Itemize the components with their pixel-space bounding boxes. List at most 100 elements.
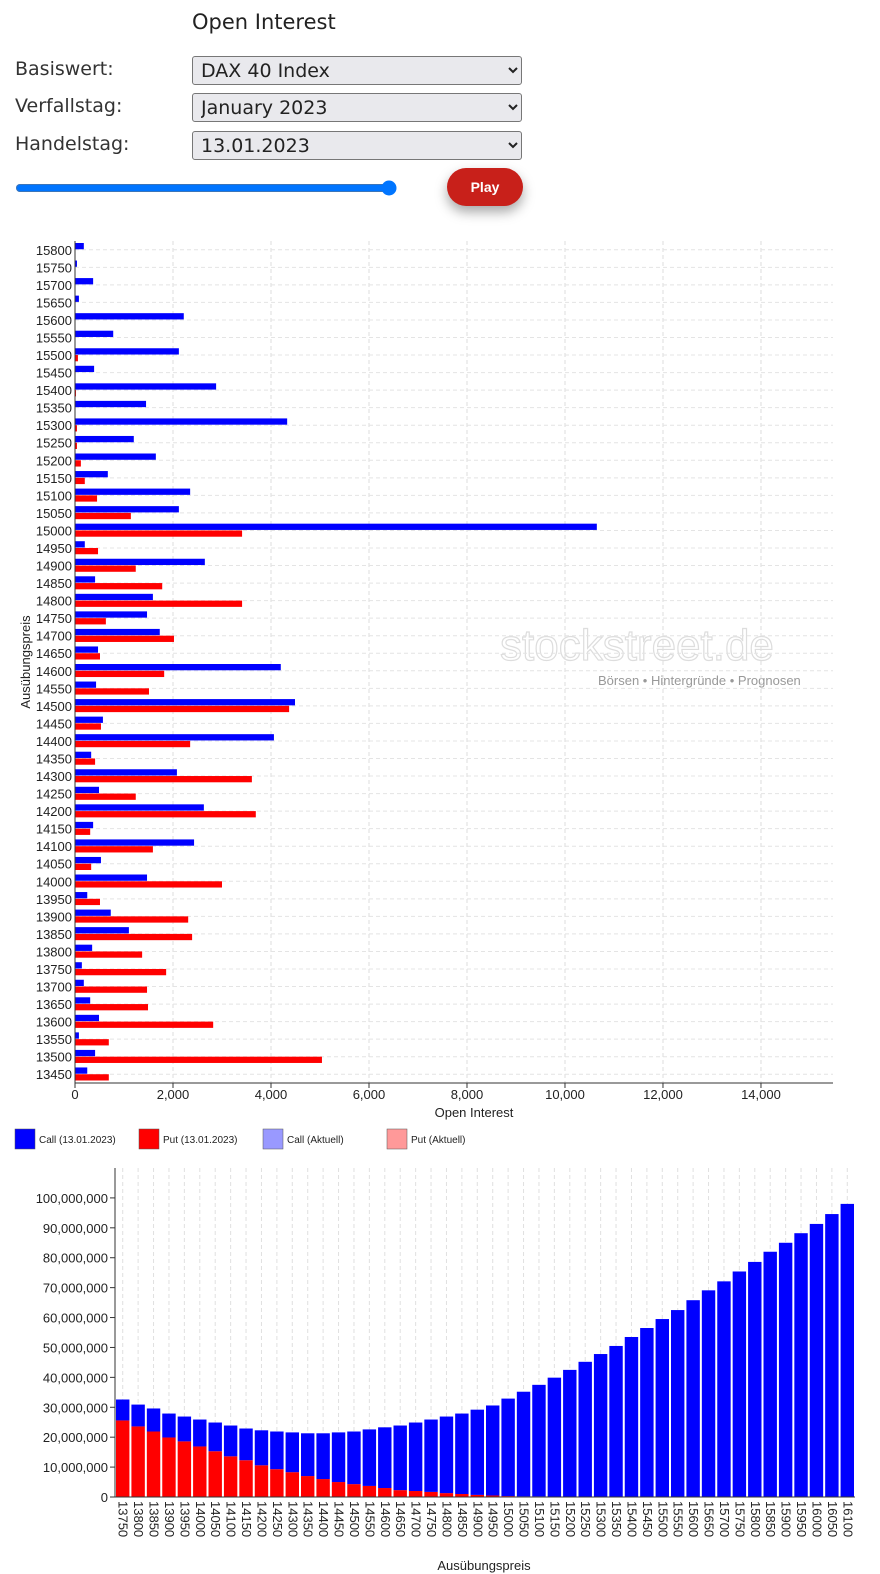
bar <box>75 1014 100 1022</box>
y-tick-label: 15600 <box>36 313 72 328</box>
bar <box>75 892 88 899</box>
bar <box>316 1479 330 1497</box>
x-tick-label: 14050 <box>208 1501 223 1537</box>
bar <box>177 1441 192 1497</box>
bar <box>223 1425 238 1457</box>
x-tick-label: 15200 <box>563 1501 578 1537</box>
x-tick-label: 14,000 <box>741 1087 781 1102</box>
x-tick-label: 15350 <box>609 1501 624 1537</box>
bar <box>75 646 99 653</box>
x-tick-label: 14150 <box>239 1501 254 1537</box>
bar <box>455 1494 469 1497</box>
bar <box>75 1056 322 1063</box>
y-tick-label: 15550 <box>36 330 72 345</box>
y-tick-label: 14750 <box>36 611 72 626</box>
play-button[interactable]: Play <box>447 168 523 206</box>
bar <box>593 1354 608 1497</box>
bar <box>75 611 148 618</box>
bar <box>809 1223 824 1497</box>
bar <box>609 1345 623 1497</box>
bar <box>193 1446 207 1497</box>
bar <box>75 1032 79 1039</box>
bar <box>424 1419 438 1492</box>
x-axis-label: Ausübungspreis <box>437 1558 531 1573</box>
page-title: Open Interest <box>192 10 336 34</box>
x-tick-label: 14300 <box>285 1501 300 1537</box>
bar <box>393 1425 407 1491</box>
bar <box>75 804 204 811</box>
bar <box>624 1336 639 1497</box>
bar <box>563 1369 577 1497</box>
day-slider[interactable] <box>15 180 397 196</box>
bar <box>75 916 189 923</box>
bar <box>208 1451 222 1497</box>
bar <box>162 1413 176 1438</box>
bar <box>75 488 191 495</box>
bar <box>75 506 179 513</box>
bar <box>75 565 136 572</box>
x-tick-label: 14750 <box>424 1501 439 1537</box>
bar <box>75 477 85 485</box>
bar <box>362 1429 377 1486</box>
bar <box>75 400 147 408</box>
y-tick-label: 13900 <box>36 909 72 924</box>
open-interest-chart: stockstreet.de Börsen • Hintergründe • P… <box>14 241 833 1150</box>
bar <box>75 600 243 607</box>
x-tick-label: 14950 <box>486 1501 501 1537</box>
x-tick-label: 14100 <box>224 1501 239 1537</box>
bar <box>75 898 100 906</box>
bar <box>285 1432 299 1473</box>
bar <box>146 1431 161 1497</box>
bar <box>146 1408 161 1432</box>
y-tick-label: 15050 <box>36 506 72 521</box>
y-tick-label: 30,000,000 <box>43 1400 108 1415</box>
x-tick-label: 16100 <box>840 1501 855 1537</box>
y-tick-label: 15250 <box>36 436 72 451</box>
y-tick-label: 14950 <box>36 541 72 556</box>
legend-label: Call (Aktuell) <box>287 1135 344 1146</box>
expiry-select[interactable]: January 2023 <box>192 93 522 122</box>
y-tick-label: 14500 <box>36 699 72 714</box>
bar <box>378 1488 392 1497</box>
bar <box>75 471 108 478</box>
bar <box>223 1456 238 1497</box>
bar <box>75 1067 88 1074</box>
y-tick-label: 14300 <box>36 769 72 784</box>
bar <box>75 593 153 601</box>
bar <box>75 776 252 783</box>
y-tick-label: 15350 <box>36 401 72 416</box>
bar <box>193 1419 207 1447</box>
bar <box>501 1398 515 1497</box>
bar <box>75 512 131 520</box>
x-tick-label: 14650 <box>393 1501 408 1537</box>
trade-day-select[interactable]: 13.01.2023 <box>192 131 522 160</box>
bar <box>362 1485 377 1497</box>
y-tick-label: 13950 <box>36 892 72 907</box>
y-tick-label: 13850 <box>36 927 72 942</box>
underlying-select[interactable]: DAX 40 Index <box>192 56 522 85</box>
bar <box>75 278 94 285</box>
bar <box>825 1214 839 1497</box>
bar <box>393 1490 407 1497</box>
bar <box>75 811 256 818</box>
bar <box>75 313 184 320</box>
bar <box>424 1491 438 1497</box>
y-tick-label: 14850 <box>36 576 72 591</box>
form-label: Basiswert: <box>15 58 114 80</box>
y-tick-label: 90,000,000 <box>43 1221 108 1236</box>
y-tick-label: 14550 <box>36 681 72 696</box>
bar <box>408 1422 423 1492</box>
bar <box>75 523 597 530</box>
bar <box>75 583 163 590</box>
y-tick-label: 15500 <box>36 348 72 363</box>
x-axis-label: Open Interest <box>435 1105 514 1120</box>
bar <box>75 1021 214 1028</box>
bar <box>840 1203 854 1497</box>
y-tick-label: 13650 <box>36 997 72 1012</box>
y-tick-label: 13450 <box>36 1067 72 1082</box>
y-tick-label: 20,000,000 <box>43 1430 108 1445</box>
bar <box>701 1290 716 1497</box>
bar <box>316 1433 330 1480</box>
bar <box>75 348 179 355</box>
x-tick-label: 14350 <box>301 1501 316 1537</box>
